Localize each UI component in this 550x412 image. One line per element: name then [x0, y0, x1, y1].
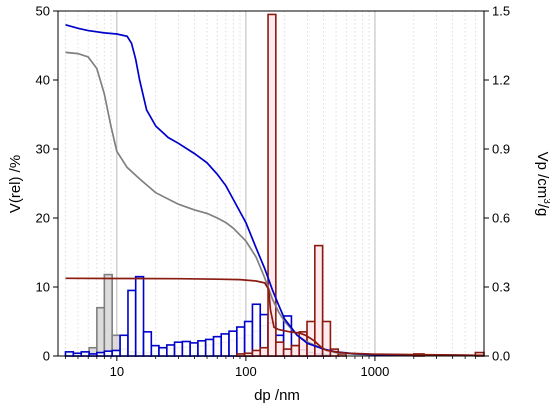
y-right-axis-title: Vp /cm3/g [534, 152, 550, 217]
histogram-bar-series-2 [236, 326, 246, 357]
histogram-bar-series-1 [96, 306, 106, 357]
histogram-bar-series-2 [142, 331, 153, 357]
y-right-axis-title-tail: /g [534, 204, 550, 217]
histogram-bar-series-2 [166, 344, 176, 357]
histogram-bar-series-2 [64, 351, 75, 357]
x-tick-label: 100 [235, 364, 257, 379]
histogram-bar-series-2 [127, 289, 137, 357]
histogram-bar-series-2 [134, 275, 145, 357]
histogram-bar-series-2 [212, 335, 223, 357]
histogram-bar-series-2 [251, 303, 262, 357]
y-left-tick-label: 50 [36, 4, 50, 19]
cumulative-curve-series-3 [65, 277, 485, 357]
histogram-bar-series-2 [189, 342, 199, 357]
plot-frame [57, 10, 485, 357]
y-left-tick-label: 20 [36, 211, 50, 226]
y-right-tick-label: 0.0 [492, 349, 510, 364]
histogram-bar-series-1 [103, 273, 113, 357]
y-left-tick-label: 30 [36, 142, 50, 157]
y-left-tick-label: 0 [43, 349, 50, 364]
histogram-bar-series-2 [103, 350, 113, 357]
histogram-bar-series-3 [275, 341, 285, 357]
histogram-bar-series-2 [150, 344, 160, 357]
histogram-bar-series-2 [158, 346, 168, 357]
x-axis-title: dp /nm [254, 387, 300, 404]
histogram-bar-series-2 [228, 330, 238, 357]
histogram-bar-series-2 [197, 340, 207, 357]
y-left-tick-label: 40 [36, 73, 50, 88]
histogram-bar-series-3 [282, 348, 293, 357]
histogram-bar-series-2 [96, 351, 106, 357]
histogram-bar-series-2 [204, 338, 215, 357]
y-right-tick-label: 0.9 [492, 142, 510, 157]
cumulative-curve-series-2 [65, 23, 485, 357]
y-right-axis-title-sup: 3 [541, 198, 550, 204]
y-right-tick-label: 1.2 [492, 73, 510, 88]
histogram-bar-series-3 [251, 349, 262, 357]
y-left-tick-label: 10 [36, 280, 50, 295]
histogram-bar-series-2 [80, 351, 90, 357]
y-right-tick-label: 1.5 [492, 4, 510, 19]
histogram-bar-series-2 [119, 334, 129, 357]
histogram-bar-series-2 [220, 333, 230, 357]
histogram-bar-series-2 [173, 341, 184, 357]
histogram-bar-series-2 [243, 320, 254, 357]
y-right-axis-title-main: Vp /cm [534, 152, 550, 199]
x-tick-label: 10 [110, 364, 124, 379]
tick-layer: 10 100 1000 0 10 20 30 40 50 0.0 0.3 0.6 0.9 1.2 1.5 [36, 4, 511, 380]
y-left-axis-title: V(rel) /% [7, 155, 24, 213]
grid-layer [65, 11, 476, 356]
histogram-bar-series-3 [314, 244, 324, 357]
histogram-bar-series-2 [111, 349, 121, 357]
histogram-bar-series-3 [290, 344, 301, 357]
y-right-tick-label: 0.3 [492, 280, 510, 295]
line-layer [65, 23, 485, 357]
y-right-tick-label: 0.6 [492, 211, 510, 226]
histogram-bar-series-2 [181, 340, 191, 357]
histogram-bar-series-3 [259, 346, 269, 357]
x-tick-label: 1000 [360, 364, 389, 379]
